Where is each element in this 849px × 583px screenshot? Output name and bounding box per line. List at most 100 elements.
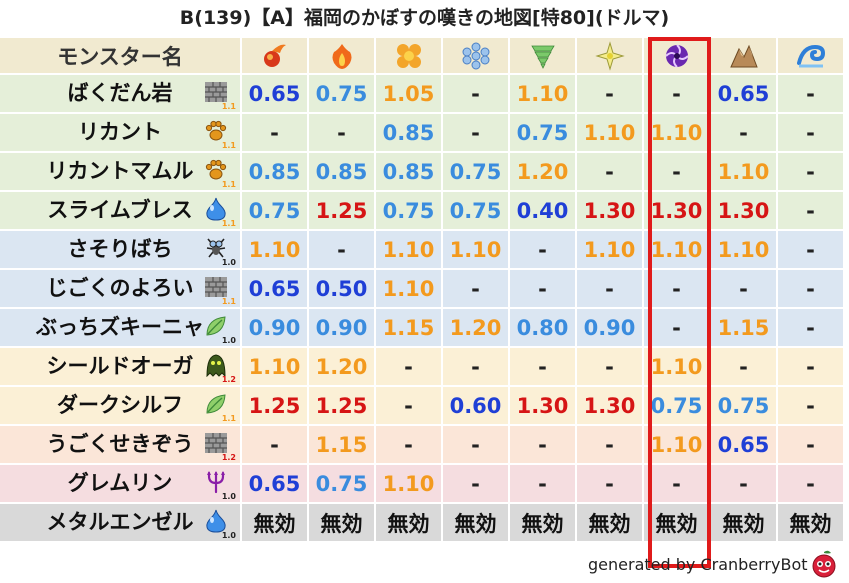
table-row: ぶっちズキーニャ 1.0 0.90 0.90 1.15 1.20 0.80 0.90-1.15… — [0, 309, 845, 348]
resistance-cell: 1.10 — [510, 75, 577, 114]
monster-name-cell: シールドオーガ 1.2 — [0, 348, 242, 387]
resistance-cell: - — [443, 426, 510, 465]
resistance-cell: - — [242, 426, 309, 465]
bagi-wind-icon — [528, 41, 558, 71]
resistance-cell: 無効 — [376, 504, 443, 543]
resistance-cell: - — [376, 387, 443, 426]
resistance-cell: - — [577, 153, 644, 192]
hyado-ice-icon — [461, 41, 491, 71]
resistance-cell: - — [510, 231, 577, 270]
slime-icon — [204, 197, 228, 221]
resistance-cell: 1.10 — [644, 426, 711, 465]
type-multiplier: 1.1 — [221, 102, 236, 111]
resistance-cell: 1.10 — [376, 231, 443, 270]
insect-icon — [204, 236, 228, 260]
resistance-cell: - — [778, 192, 845, 231]
cranberry-bot-icon — [809, 549, 839, 579]
element-header-4 — [510, 38, 577, 75]
resistance-cell: 1.10 — [711, 231, 778, 270]
stone-block-icon — [204, 431, 228, 455]
monster-name-cell: さそりばち 1.0 — [0, 231, 242, 270]
type-multiplier: 1.0 — [221, 531, 236, 540]
gira-flame-icon — [327, 41, 357, 71]
resistance-cell: 0.75 — [443, 192, 510, 231]
stone-block-icon — [204, 275, 228, 299]
resistance-cell: 1.10 — [577, 231, 644, 270]
resistance-cell: 1.20 — [510, 153, 577, 192]
mera-fire-icon — [260, 41, 290, 71]
leaf-icon — [204, 314, 228, 338]
resistance-cell: 0.75 — [644, 387, 711, 426]
type-multiplier: 1.2 — [221, 375, 236, 384]
footer-credit: generated by CranberryBot — [588, 555, 808, 574]
table-row: ばくだん岩 1.1 0.65 0.75 1.05-1.10- -0.65- — [0, 75, 845, 114]
resistance-cell: - — [242, 114, 309, 153]
resistance-cell: - — [443, 270, 510, 309]
resistance-cell: - — [443, 114, 510, 153]
resistance-cell: - — [309, 231, 376, 270]
resistance-cell: 1.30 — [510, 387, 577, 426]
stone-block-icon — [204, 80, 228, 104]
resistance-cell: 無効 — [644, 504, 711, 543]
resistance-cell: 1.25 — [242, 387, 309, 426]
element-header-6 — [644, 38, 711, 75]
resistance-cell: 0.90 — [577, 309, 644, 348]
resistance-cell: - — [778, 348, 845, 387]
resistance-cell: - — [577, 426, 644, 465]
resistance-cell: - — [778, 270, 845, 309]
monster-name: リカント — [78, 120, 162, 144]
slime-icon — [204, 509, 228, 533]
table-row: うごくせきぞう 1.2-1.15- - - -1.10 0.65- — [0, 426, 845, 465]
resistance-cell: 無効 — [309, 504, 376, 543]
element-header-3 — [443, 38, 510, 75]
resistance-cell: 0.90 — [242, 309, 309, 348]
resistance-cell: 1.10 — [644, 348, 711, 387]
resistance-cell: 0.75 — [309, 465, 376, 504]
resistance-cell: - — [711, 114, 778, 153]
element-header-5 — [577, 38, 644, 75]
monster-name-cell: スライムブレス 1.1 — [0, 192, 242, 231]
resistance-cell: 0.50 — [309, 270, 376, 309]
resistance-cell: 0.40 — [510, 192, 577, 231]
resistance-cell: 0.85 — [242, 153, 309, 192]
table-row: さそりばち 1.0 1.10-1.10 1.10-1.10 1.10 1.10- — [0, 231, 845, 270]
resistance-cell: - — [778, 465, 845, 504]
resistance-cell: 1.10 — [644, 114, 711, 153]
resistance-cell: 0.75 — [242, 192, 309, 231]
resistance-cell: 1.20 — [443, 309, 510, 348]
resistance-cell: - — [711, 465, 778, 504]
resistance-cell: - — [510, 465, 577, 504]
demon-trident-icon — [204, 470, 228, 494]
resistance-cell: 無効 — [242, 504, 309, 543]
monster-name: うごくせきぞう — [46, 432, 194, 456]
resistance-cell: - — [778, 426, 845, 465]
resistance-cell: - — [577, 75, 644, 114]
type-multiplier: 1.1 — [221, 297, 236, 306]
resistance-cell: - — [711, 270, 778, 309]
resistance-cell: - — [443, 75, 510, 114]
resistance-cell: 無効 — [443, 504, 510, 543]
monster-name-cell: ばくだん岩 1.1 — [0, 75, 242, 114]
type-multiplier: 1.1 — [221, 180, 236, 189]
resistance-cell: - — [577, 465, 644, 504]
resistance-cell: - — [309, 114, 376, 153]
monster-name: ダークシルフ — [57, 393, 183, 417]
element-header-2 — [376, 38, 443, 75]
paw-icon — [204, 119, 228, 143]
resistance-cell: 1.25 — [309, 387, 376, 426]
resistance-cell: 1.20 — [309, 348, 376, 387]
water-wave-icon — [796, 41, 826, 71]
page-title: B(139)【A】福岡のかぼすの嘆きの地図[特80](ドルマ) — [179, 7, 670, 29]
doruma-dark-icon — [662, 41, 692, 71]
element-header-0 — [242, 38, 309, 75]
resistance-cell: 無効 — [778, 504, 845, 543]
resistance-cell: 1.30 — [711, 192, 778, 231]
table-row: じごくのよろい 1.1 0.65 0.50 1.10- - - - - - — [0, 270, 845, 309]
resistance-cell: - — [577, 270, 644, 309]
monster-name: グレムリン — [67, 471, 173, 495]
monster-name: ばくだん岩 — [67, 81, 173, 105]
monster-name: スライムブレス — [47, 198, 193, 222]
resistance-cell: 1.10 — [242, 348, 309, 387]
table-row: ダークシルフ 1.1 1.25 1.25-0.60 1.30 1.30 0.75 0.75- — [0, 387, 845, 426]
jibari-earth-icon — [729, 41, 759, 71]
